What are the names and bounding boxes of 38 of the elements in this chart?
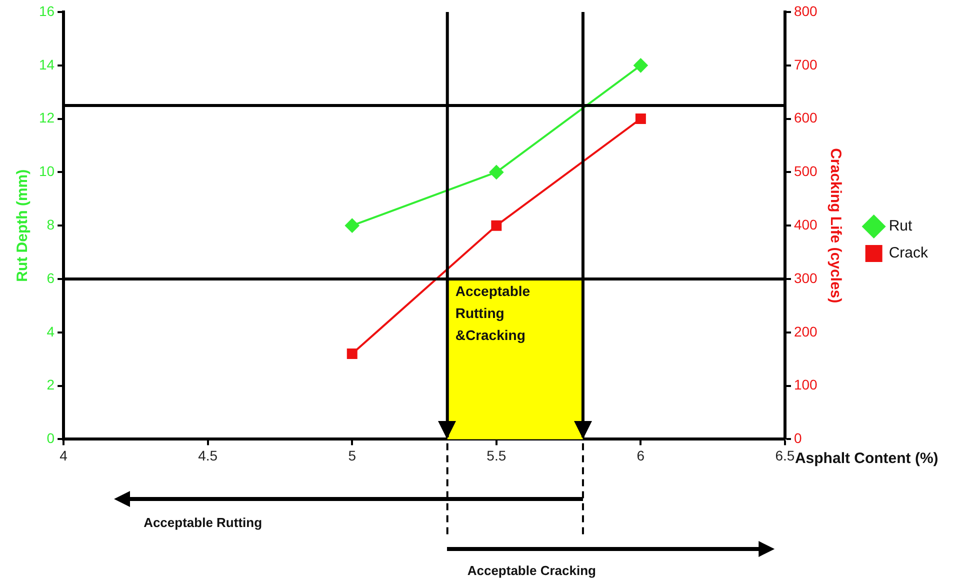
y2-tick-label: 100 xyxy=(794,376,818,393)
y-tick-label: 2 xyxy=(46,376,55,393)
x-tick-label: 6 xyxy=(636,447,645,464)
y-tick-label: 10 xyxy=(38,163,55,180)
y-tick-label: 0 xyxy=(46,430,55,446)
point xyxy=(489,165,504,180)
y2-tick-label: 700 xyxy=(794,56,818,72)
y-axis-title: Rut Depth (mm) xyxy=(14,169,32,282)
point xyxy=(634,58,648,72)
y2-tick-label: 300 xyxy=(794,270,818,286)
y2-tick-label: 200 xyxy=(794,323,818,340)
y2-tick-label: 500 xyxy=(794,163,818,180)
x-tick-label: 6.5 xyxy=(775,447,795,464)
x-tick-label: 5.5 xyxy=(486,447,506,464)
y2-tick-label: 800 xyxy=(794,2,818,19)
x-axis-title: Asphalt Content (%) xyxy=(794,450,938,467)
y2-axis-title: Cracking Life (cycles) xyxy=(827,148,844,304)
y2-tick-label: 400 xyxy=(794,216,818,232)
point xyxy=(491,220,502,231)
legend-label: Crack xyxy=(888,244,928,262)
text: Acceptable Rutting xyxy=(144,515,262,530)
x-tick-label: 4 xyxy=(60,447,68,464)
y2-tick-label: 0 xyxy=(794,430,802,446)
band-label: Acceptable Rutting &Cracking xyxy=(455,282,530,343)
y-tick-label: 4 xyxy=(46,323,55,340)
y-tick-label: 8 xyxy=(46,216,55,232)
point xyxy=(345,218,360,233)
point xyxy=(346,348,358,360)
y-tick-label: 14 xyxy=(38,56,55,72)
legend-label: Rut xyxy=(888,218,914,235)
x-tick-label: 5 xyxy=(348,447,356,464)
y2-tick-label: 600 xyxy=(794,110,818,126)
y-tick-label: 6 xyxy=(46,270,55,286)
y-tick-label: 12 xyxy=(38,110,55,126)
y-tick-label: 16 xyxy=(38,2,55,19)
text: Acceptable Cracking xyxy=(467,563,596,578)
x-tick-label: 4.5 xyxy=(198,447,218,464)
point xyxy=(635,114,646,124)
